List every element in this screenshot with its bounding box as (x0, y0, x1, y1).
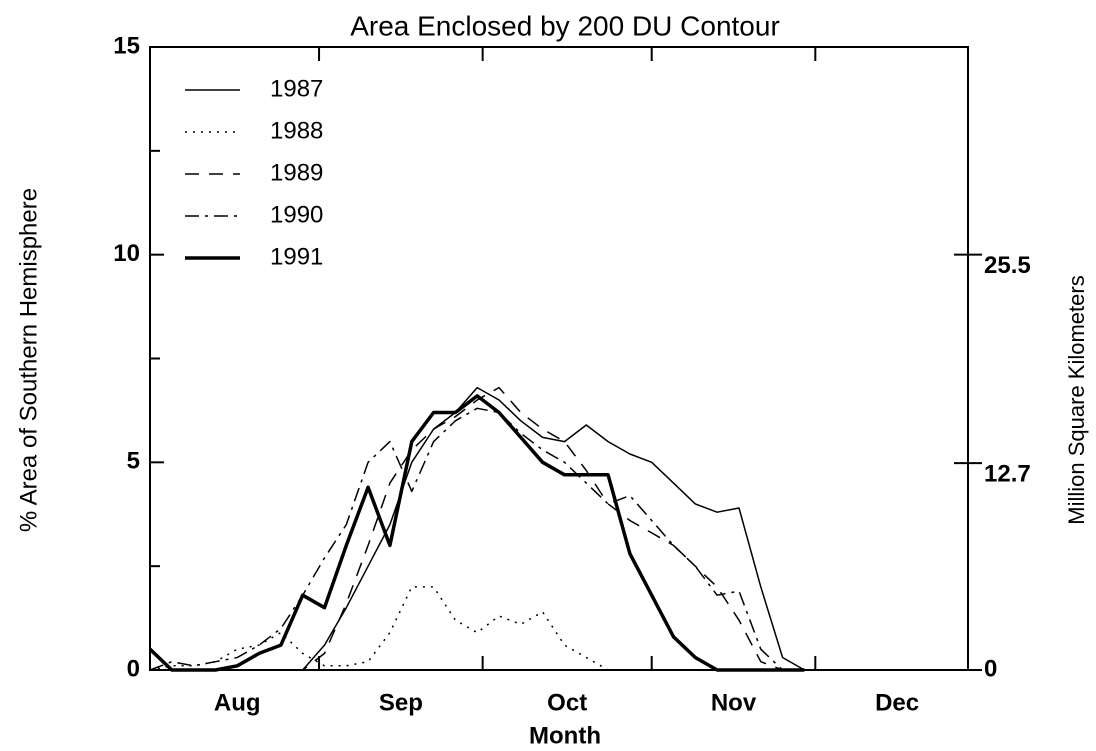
y-tick-label: 0 (127, 655, 140, 682)
x-tick-label: Sep (379, 689, 423, 716)
y2-tick-label: 25.5 (984, 252, 1031, 279)
legend-label: 1990 (270, 201, 323, 228)
x-axis-label: Month (529, 722, 601, 749)
y2-tick-label: 12.7 (984, 460, 1031, 487)
series-line (149, 586, 805, 671)
x-tick-label: Aug (214, 689, 261, 716)
x-tick-label: Dec (875, 689, 919, 716)
legend-label: 1988 (270, 117, 323, 144)
x-tick-label: Nov (711, 689, 757, 716)
y-tick-label: 15 (113, 32, 140, 59)
x-tick-label: Oct (547, 689, 587, 716)
series-line (150, 386, 805, 671)
legend-label: 1991 (270, 243, 323, 270)
chart-title: Area Enclosed by 200 DU Contour (350, 10, 780, 41)
y2-tick-label: 0 (984, 655, 997, 682)
legend-label: 1987 (270, 75, 323, 102)
y-tick-label: 10 (113, 240, 140, 267)
legend-label: 1989 (270, 159, 323, 186)
y2-axis-label: Million Square Kilometers (1064, 275, 1089, 524)
series-line (150, 386, 805, 671)
series-line (149, 407, 805, 671)
y-axis-label: % Area of Southern Hemisphere (15, 188, 42, 532)
y-tick-label: 5 (127, 448, 140, 475)
series-line (148, 394, 805, 672)
